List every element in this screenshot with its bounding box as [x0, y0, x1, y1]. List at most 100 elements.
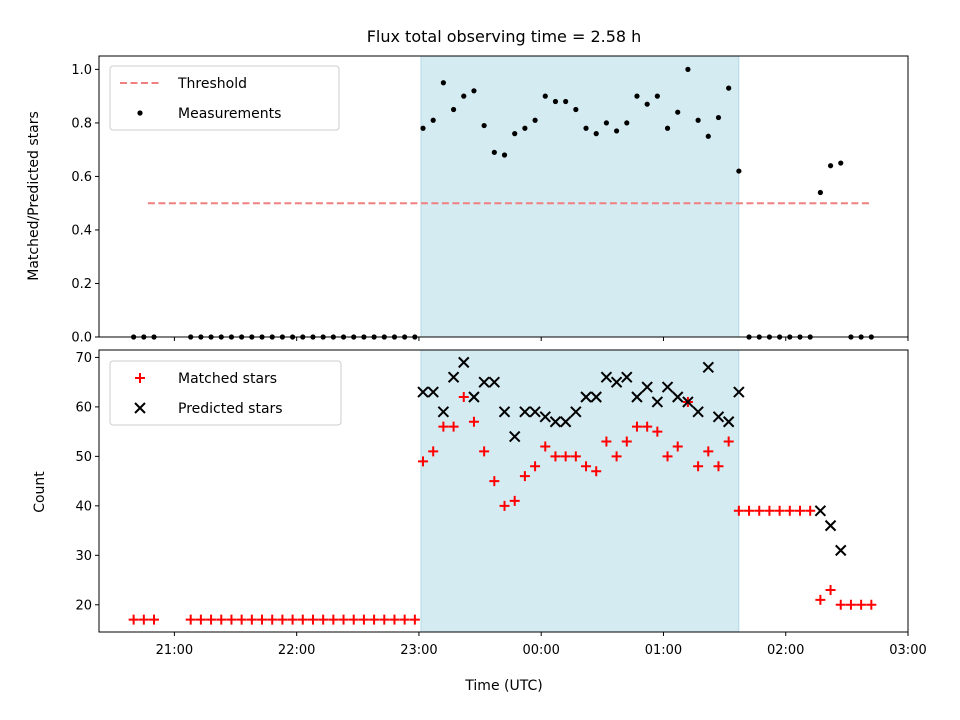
top-point — [522, 125, 528, 131]
top-point — [664, 125, 671, 131]
bottom-point — [226, 614, 237, 625]
top-point — [552, 98, 559, 105]
bottom-point — [559, 416, 572, 428]
bottom-point — [195, 614, 206, 625]
bottom-point — [438, 421, 449, 432]
bottom-point — [712, 411, 725, 423]
bottom-point — [601, 436, 612, 447]
bottom-y-tick-label: 20 — [75, 598, 92, 613]
bottom-point — [774, 505, 785, 516]
bottom-point — [825, 584, 836, 595]
bottom-point — [693, 461, 704, 472]
bottom-point — [369, 614, 380, 625]
bottom-y-tick-label: 50 — [75, 450, 92, 465]
bottom-point — [590, 391, 602, 403]
bottom-point — [409, 614, 420, 625]
bottom-point — [479, 446, 490, 457]
bottom-point — [815, 594, 826, 605]
bottom-point — [764, 505, 775, 516]
top-observing-window — [420, 55, 740, 338]
top-legend-label: Measurements — [178, 106, 281, 122]
top-point — [838, 160, 844, 166]
bottom-point — [713, 461, 724, 472]
bottom-point — [642, 421, 653, 432]
bottom-point — [610, 376, 623, 388]
bottom-point — [458, 356, 470, 369]
bottom-point — [814, 505, 827, 517]
bottom-x-tick-label: 21:00 — [156, 643, 193, 658]
bottom-legend-label: Matched stars — [178, 371, 277, 387]
bottom-point — [744, 505, 755, 516]
bottom-point — [631, 391, 643, 403]
bottom-point — [702, 361, 715, 374]
bottom-point — [631, 421, 642, 432]
top-point — [512, 131, 518, 137]
top-point — [624, 120, 630, 126]
bottom-point — [216, 614, 227, 625]
bottom-point — [805, 505, 816, 516]
bottom-point — [856, 599, 867, 610]
bottom-series-0 — [128, 392, 877, 625]
top-point — [573, 106, 579, 113]
bottom-point — [824, 519, 837, 532]
bottom-point — [246, 614, 257, 625]
bottom-point — [399, 614, 410, 625]
bottom-point — [348, 614, 359, 625]
bottom-point — [652, 426, 663, 437]
bottom-legend — [109, 360, 342, 426]
bottom-point — [417, 386, 429, 398]
bottom-point — [733, 386, 745, 398]
bottom-point — [458, 392, 469, 402]
top-point — [542, 93, 548, 99]
top-point — [501, 152, 508, 158]
top-y-tick-label: 0.4 — [71, 223, 92, 238]
top-point — [715, 114, 722, 121]
bottom-point — [428, 446, 439, 457]
top-series-0 — [131, 66, 874, 340]
bottom-point — [570, 406, 582, 418]
bottom-point — [580, 391, 592, 403]
top-panel: 0.0 0.2 0.4 0.6 0.8 1.0 Threshold Measurements — [71, 55, 909, 346]
top-point — [705, 133, 711, 139]
top-point — [450, 106, 457, 113]
bottom-point — [149, 614, 160, 625]
bottom-legend-key — [135, 373, 145, 383]
bottom-point — [328, 614, 339, 625]
top-point — [420, 125, 426, 131]
bottom-point — [529, 406, 541, 418]
bottom-point — [722, 416, 735, 428]
bottom-point — [448, 421, 459, 432]
bottom-point — [236, 614, 247, 625]
bottom-point — [550, 451, 561, 462]
bottom-point — [519, 471, 530, 482]
bottom-point — [662, 451, 673, 462]
bottom-point — [519, 406, 531, 418]
bottom-point — [794, 505, 805, 516]
bottom-point — [621, 371, 633, 383]
bottom-axes-frame — [98, 349, 909, 633]
bottom-point — [591, 466, 602, 477]
top-axes-frame — [98, 55, 909, 338]
bottom-point — [307, 614, 318, 625]
bottom-point — [651, 396, 664, 408]
top-legend — [109, 65, 340, 131]
bottom-point — [468, 391, 480, 403]
bottom-point — [703, 446, 714, 457]
bottom-point — [257, 614, 268, 625]
bottom-point — [845, 599, 856, 610]
bottom-y-tick-label: 60 — [75, 400, 92, 415]
top-point — [827, 163, 834, 169]
bottom-x-tick-label: 00:00 — [522, 643, 559, 658]
bottom-point — [287, 614, 298, 625]
top-point — [430, 117, 436, 123]
top-point — [481, 122, 487, 129]
bottom-x-tick-label: 01:00 — [645, 643, 682, 658]
bottom-point — [338, 614, 349, 625]
top-y-axis-label: Matched/Predicted stars — [26, 111, 42, 281]
bottom-point — [733, 505, 744, 516]
top-point — [491, 149, 497, 155]
bottom-point — [621, 436, 632, 447]
top-point — [440, 80, 446, 86]
bottom-legend-label: Predicted stars — [178, 401, 283, 417]
